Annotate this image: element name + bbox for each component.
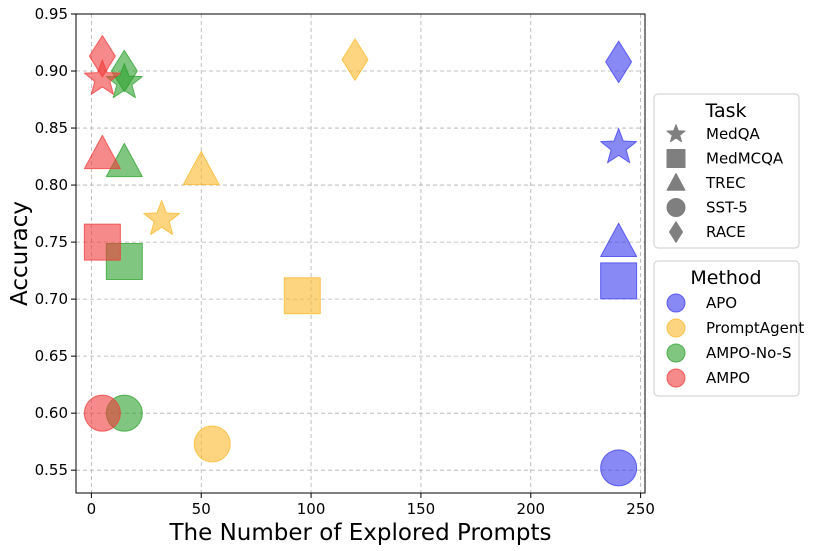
legend-method-label: APO: [706, 294, 737, 312]
y-tick-label: 0.80: [35, 176, 68, 194]
data-point-apo-medmcqa: [600, 262, 638, 300]
legend-task-marker-race: [669, 221, 683, 243]
legend-method-marker-ampo: [666, 368, 686, 388]
y-tick-label: 0.90: [35, 62, 68, 80]
data-point-promptagent-medmcqa: [283, 277, 321, 315]
x-axis-label: The Number of Explored Prompts: [169, 520, 552, 546]
x-tick-label: 100: [297, 500, 326, 518]
legend-method-label: AMPO: [706, 369, 750, 387]
legend-task-title: Task: [704, 100, 746, 122]
x-tick-label: 200: [516, 500, 545, 518]
data-point-promptagent-medqa: [143, 199, 181, 236]
legend-task-label: MedQA: [706, 125, 760, 143]
data-point-ampo-medmcqa: [83, 223, 121, 261]
legend-task-label: TREC: [705, 174, 746, 192]
data-point-ampo-race: [88, 34, 116, 78]
y-tick-label: 0.95: [35, 5, 68, 23]
data-point-ampo-sst-5: [83, 394, 121, 432]
legend-task-label: MedMCQA: [706, 150, 784, 168]
data-point-promptagent-trec: [182, 150, 220, 186]
data-point-promptagent-sst-5: [193, 425, 231, 463]
y-tick-label: 0.65: [35, 347, 68, 365]
y-tick-label: 0.55: [35, 461, 68, 479]
legend-task-label: RACE: [706, 223, 746, 241]
legend-method-marker-ampo-no-s: [666, 343, 686, 363]
x-tick-label: 50: [192, 500, 211, 518]
data-point-apo-race: [605, 40, 633, 84]
legend-method-label: PromptAgent: [706, 319, 804, 337]
legend-task-label: SST-5: [706, 199, 748, 217]
legend-task-marker-sst-5: [666, 198, 686, 217]
data-point-ampo-trec: [83, 134, 121, 170]
data-point-apo-sst-5: [600, 449, 638, 487]
y-tick-label: 0.60: [35, 404, 68, 422]
legend-method-title: Method: [690, 267, 761, 289]
legend-task-marker-medmcqa: [666, 149, 686, 168]
legend-method-marker-apo: [666, 293, 686, 313]
x-tick-label: 250: [626, 500, 655, 518]
legend-task-marker-medqa: [666, 124, 686, 143]
plot-frame: [75, 13, 646, 494]
x-tick-label: 150: [407, 500, 436, 518]
legend-method-box: [653, 260, 800, 397]
y-axis-label: Accuracy: [7, 201, 33, 306]
data-point-ampo-no-s-race: [110, 49, 138, 93]
data-point-promptagent-race: [341, 38, 369, 81]
legend-task-box: [653, 93, 800, 249]
y-tick-label: 0.85: [35, 119, 68, 137]
legend-task-marker-trec: [666, 173, 686, 191]
legend-method-marker-promptagent: [666, 318, 686, 338]
legend-method-label: AMPO-No-S: [706, 344, 792, 362]
y-tick-label: 0.70: [35, 290, 68, 308]
y-tick-label: 0.75: [35, 233, 68, 251]
data-point-apo-trec: [600, 222, 638, 257]
x-tick-label: 0: [87, 500, 97, 518]
data-point-apo-medqa: [600, 128, 638, 164]
